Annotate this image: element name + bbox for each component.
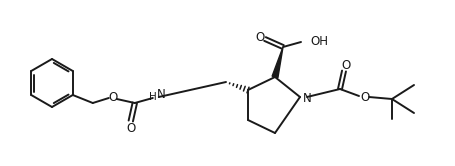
Polygon shape	[272, 47, 283, 78]
Text: O: O	[108, 90, 117, 103]
Text: N: N	[156, 87, 165, 100]
Text: H: H	[149, 92, 157, 102]
Text: O: O	[341, 58, 350, 72]
Text: N: N	[302, 91, 311, 105]
Text: O: O	[255, 31, 264, 43]
Text: O: O	[126, 122, 135, 134]
Text: O: O	[359, 90, 369, 103]
Text: OH: OH	[309, 35, 327, 47]
